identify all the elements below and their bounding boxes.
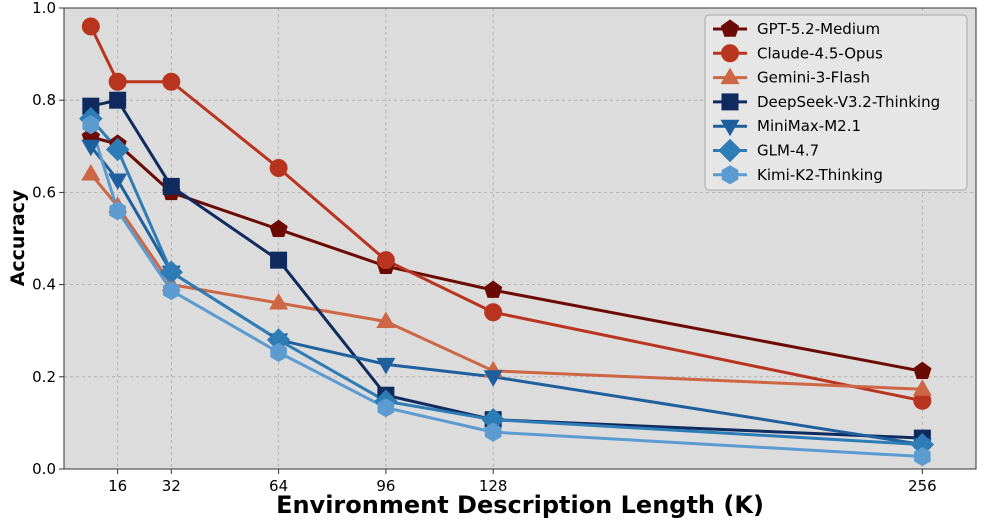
legend-label: DeepSeek-V3.2-Thinking — [757, 93, 940, 111]
legend-label: GLM-4.7 — [757, 142, 819, 160]
data-point-kimi-k2-thinking — [484, 422, 502, 442]
data-point-kimi-k2-thinking — [82, 115, 100, 135]
legend-marker — [720, 19, 740, 37]
data-point-gemini-3-flash — [269, 293, 289, 310]
data-point-deepseek-v3-2-thinking — [162, 177, 180, 195]
data-point-kimi-k2-thinking — [163, 281, 180, 301]
legend-item-glm-4-7: GLM-4.7 — [713, 138, 819, 163]
series-points-gpt-5-2-medium — [81, 127, 932, 380]
x-tick-label: 256 — [908, 477, 937, 495]
data-point-gpt-5-2-medium — [269, 219, 288, 238]
x-tick-label: 32 — [162, 477, 181, 495]
legend-item-gpt-5-2-medium: GPT-5.2-Medium — [713, 19, 880, 38]
data-point-kimi-k2-thinking — [109, 201, 126, 221]
data-point-kimi-k2-thinking — [270, 342, 287, 362]
data-point-claude-4-5-opus — [162, 72, 181, 91]
legend-item-minimax-m2-1: MiniMax-M2.1 — [713, 117, 861, 137]
data-point-deepseek-v3-2-thinking — [109, 91, 127, 109]
y-tick-label: 0.4 — [32, 276, 56, 294]
legend-label: Kimi-K2-Thinking — [757, 166, 883, 184]
x-tick-label: 96 — [376, 477, 395, 495]
data-point-claude-4-5-opus — [484, 303, 503, 322]
legend-marker — [720, 67, 740, 85]
data-point-minimax-m2-1 — [376, 357, 396, 375]
x-axis-title: Environment Description Length (K) — [276, 491, 764, 519]
y-axis-title: Accuracy — [7, 189, 29, 286]
data-point-claude-4-5-opus — [81, 17, 100, 36]
data-point-gemini-3-flash — [81, 163, 101, 181]
series-markers — [79, 17, 935, 467]
data-point-claude-4-5-opus — [108, 72, 127, 91]
data-point-glm-4-7 — [105, 137, 130, 162]
legend-box — [704, 14, 968, 191]
data-point-minimax-m2-1 — [483, 370, 503, 387]
legend-label: Claude-4.5-Opus — [757, 44, 883, 62]
legend-item-deepseek-v3-2-thinking: DeepSeek-V3.2-Thinking — [713, 93, 940, 111]
legend-label: GPT-5.2-Medium — [757, 20, 880, 38]
legend-marker — [721, 165, 739, 185]
y-tick-label: 0.2 — [32, 368, 56, 386]
legend-marker — [721, 93, 739, 111]
legend-marker — [720, 119, 740, 137]
legend-marker — [718, 138, 742, 163]
data-point-claude-4-5-opus — [269, 158, 288, 177]
x-tick-label: 16 — [108, 477, 127, 495]
legend: GPT-5.2-Medium Claude-4.5-Opus Gemini-3-Fl… — [704, 14, 968, 191]
legend-label: MiniMax-M2.1 — [757, 117, 861, 135]
y-tick-label: 0.6 — [32, 183, 56, 201]
data-point-gpt-5-2-medium — [484, 280, 503, 298]
data-point-minimax-m2-1 — [108, 173, 128, 190]
data-point-kimi-k2-thinking — [914, 446, 931, 467]
data-point-gpt-5-2-medium — [913, 361, 932, 380]
data-point-deepseek-v3-2-thinking — [270, 251, 288, 269]
data-point-gemini-3-flash — [912, 379, 932, 396]
data-point-gemini-3-flash — [376, 311, 396, 328]
series-points-kimi-k2-thinking — [82, 115, 931, 467]
y-tick-label: 0.0 — [32, 460, 56, 478]
plot-frame — [63, 7, 977, 470]
y-tick-label: 1.0 — [32, 0, 56, 17]
legend-item-claude-4-5-opus: Claude-4.5-Opus — [713, 44, 883, 63]
data-point-kimi-k2-thinking — [377, 398, 395, 418]
legend-item-kimi-k2-thinking: Kimi-K2-Thinking — [713, 165, 883, 185]
legend-marker — [721, 44, 739, 63]
legend-item-gemini-3-flash: Gemini-3-Flash — [713, 67, 870, 87]
data-point-minimax-m2-1 — [81, 139, 101, 157]
x-tick-label: 64 — [269, 477, 288, 495]
x-tick-label: 128 — [479, 477, 508, 495]
legend-label: Gemini-3-Flash — [757, 69, 870, 87]
axis-ticks: 0.0 0.2 0.4 0.6 0.8 1.0 16 32 64 96 128 256 — [32, 0, 937, 495]
y-tick-label: 0.8 — [32, 91, 56, 109]
data-point-claude-4-5-opus — [376, 251, 395, 270]
